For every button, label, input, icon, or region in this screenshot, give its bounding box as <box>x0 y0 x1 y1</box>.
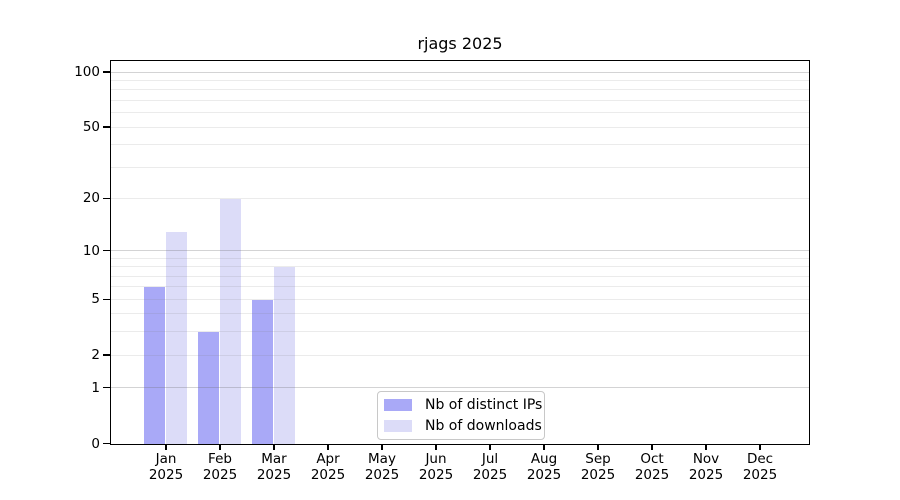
plot-area <box>110 60 810 445</box>
bar-jan-downloads <box>166 231 187 444</box>
gridline-30 <box>111 166 809 168</box>
gridline-4 <box>111 313 809 315</box>
x-tick-mark-aug <box>543 444 545 450</box>
x-tick-label-feb: Feb 2025 <box>202 451 238 483</box>
x-tick-label-jul: Jul 2025 <box>472 451 508 483</box>
x-tick-label-may: May 2025 <box>364 451 400 483</box>
chart-title: rjags 2025 <box>417 34 503 53</box>
bar-feb-distinct-ips <box>198 332 219 444</box>
y-tick-label-2: 2 <box>91 347 100 364</box>
x-tick-label-dec: Dec 2025 <box>742 451 778 483</box>
x-tick-mark-dec <box>759 444 761 450</box>
bar-jan-distinct-ips <box>144 287 165 444</box>
plot-inner <box>111 61 809 444</box>
y-tick-mark-0 <box>103 442 110 445</box>
x-tick-label-sep: Sep 2025 <box>580 451 616 483</box>
y-tick-label-100: 100 <box>74 64 100 80</box>
gridline-60 <box>111 112 809 113</box>
legend-label-distinct-ips: Nb of distinct IPs <box>425 397 543 413</box>
x-tick-label-apr: Apr 2025 <box>310 451 346 483</box>
gridline-5 <box>111 298 809 300</box>
gridline-3 <box>111 331 809 333</box>
legend-swatch-distinct-ips <box>384 399 412 411</box>
y-tick-mark-2 <box>103 354 110 356</box>
x-tick-label-mar: Mar 2025 <box>256 451 292 483</box>
x-tick-label-oct: Oct 2025 <box>634 451 670 483</box>
x-tick-label-jan: Jan 2025 <box>148 451 184 483</box>
y-tick-mark-10 <box>103 249 110 252</box>
y-tick-label-1: 1 <box>91 379 100 396</box>
gridline-10 <box>111 250 809 251</box>
x-tick-mark-feb <box>219 444 221 450</box>
y-tick-label-5: 5 <box>91 291 100 308</box>
gridline-2 <box>111 354 809 356</box>
gridline-100 <box>111 71 809 73</box>
legend-row-distinct-ips: Nb of distinct IPs <box>384 397 542 413</box>
x-tick-label-jun: Jun 2025 <box>418 451 454 483</box>
y-tick-mark-50 <box>103 126 110 128</box>
y-tick-mark-100 <box>103 71 110 73</box>
y-tick-label-0: 0 <box>91 435 100 452</box>
legend-swatch-downloads <box>384 420 412 432</box>
y-tick-label-10: 10 <box>82 242 100 259</box>
gridline-40 <box>111 144 809 145</box>
legend: Nb of distinct IPs Nb of downloads <box>377 391 545 440</box>
y-tick-mark-5 <box>103 298 110 300</box>
gridline-8 <box>111 266 809 268</box>
gridline-20 <box>111 197 809 199</box>
y-tick-mark-20 <box>103 197 110 200</box>
x-tick-label-nov: Nov 2025 <box>688 451 724 483</box>
x-tick-mark-nov <box>705 444 707 450</box>
bar-mar-downloads <box>274 267 295 444</box>
x-tick-mark-jul <box>489 444 491 450</box>
bar-feb-downloads <box>220 198 241 444</box>
x-tick-mark-oct <box>651 444 653 450</box>
gridline-6 <box>111 286 809 288</box>
gridline-70 <box>111 99 809 101</box>
gridline-50 <box>111 126 809 128</box>
y-tick-mark-1 <box>103 386 110 389</box>
bar-mar-distinct-ips <box>252 299 273 444</box>
x-tick-mark-jan <box>165 444 167 450</box>
gridline-1 <box>111 387 809 389</box>
x-tick-label-aug: Aug 2025 <box>526 451 562 483</box>
gridline-90 <box>111 79 809 81</box>
x-tick-mark-jun <box>435 444 437 450</box>
gridline-9 <box>111 257 809 259</box>
x-tick-mark-mar <box>273 444 275 450</box>
legend-row-downloads: Nb of downloads <box>384 418 542 434</box>
x-tick-mark-sep <box>597 444 599 450</box>
y-tick-label-50: 50 <box>82 119 100 135</box>
y-tick-label-20: 20 <box>82 190 100 207</box>
legend-label-downloads: Nb of downloads <box>425 418 542 434</box>
gridline-7 <box>111 275 809 277</box>
gridline-80 <box>111 89 809 91</box>
x-tick-mark-apr <box>327 444 329 450</box>
x-tick-mark-may <box>381 444 383 450</box>
